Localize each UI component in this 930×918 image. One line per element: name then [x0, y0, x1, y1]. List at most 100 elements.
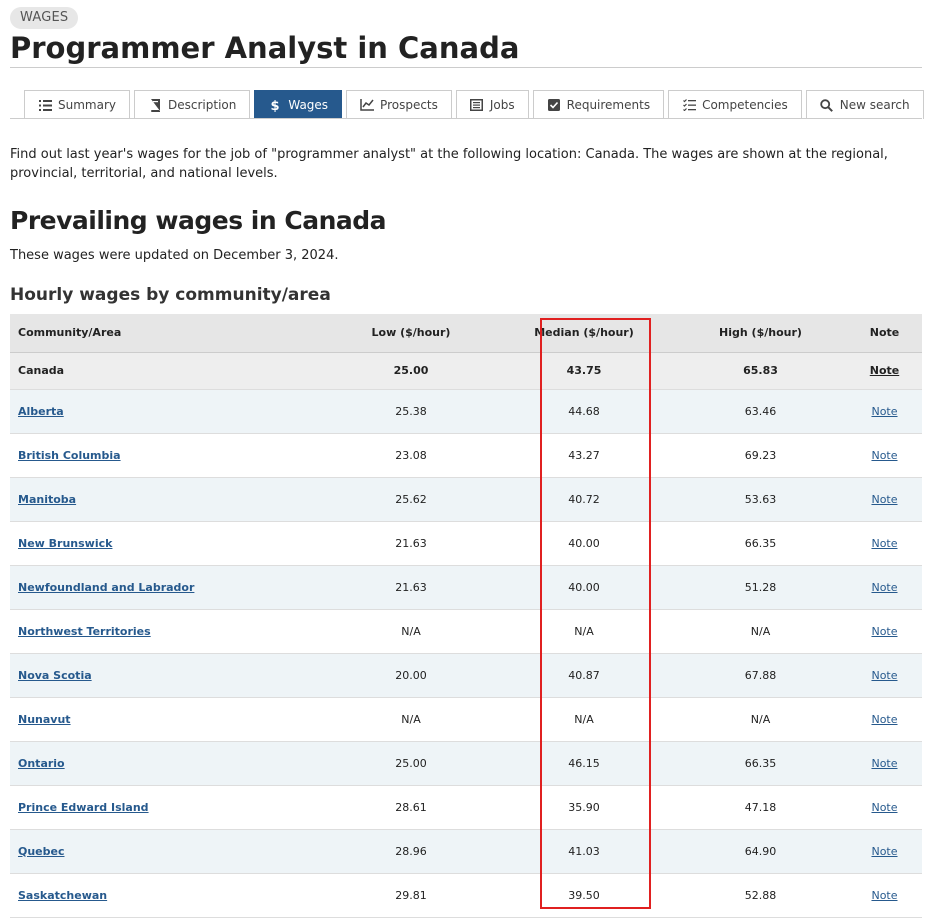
- tab-description[interactable]: Description: [134, 90, 251, 119]
- note-link[interactable]: Note: [871, 756, 898, 770]
- cell-high: 69.23: [674, 433, 847, 478]
- note-link[interactable]: Note: [871, 580, 898, 594]
- area-link[interactable]: Ontario: [18, 756, 65, 770]
- area-link[interactable]: Quebec: [18, 844, 65, 858]
- note-link[interactable]: Note: [871, 536, 898, 550]
- svg-text:$: $: [271, 99, 280, 112]
- cell-note: Note: [847, 565, 922, 610]
- note-link[interactable]: Note: [871, 712, 898, 726]
- section-title: Prevailing wages in Canada: [10, 206, 387, 235]
- cell-high: 47.18: [674, 785, 847, 830]
- header-high[interactable]: High ($/hour): [674, 314, 847, 353]
- table-row: Nova Scotia 20.00 40.87 67.88 Note: [10, 653, 922, 698]
- search-icon: [820, 98, 834, 112]
- cell-high: 51.28: [674, 565, 847, 610]
- cell-area[interactable]: Saskatchewan: [10, 873, 328, 918]
- cell-area: Canada: [10, 352, 328, 390]
- cell-area[interactable]: Alberta: [10, 389, 328, 434]
- cell-area[interactable]: Newfoundland and Labrador: [10, 565, 328, 610]
- cell-high: 66.35: [674, 741, 847, 786]
- tab-label: Summary: [58, 98, 116, 112]
- tab-summary[interactable]: Summary: [24, 90, 130, 119]
- tab-label: Competencies: [702, 98, 788, 112]
- note-link[interactable]: Note: [871, 624, 898, 638]
- table-title: Hourly wages by community/area: [10, 285, 331, 305]
- checklist-icon: [682, 98, 696, 112]
- table-row: Ontario 25.00 46.15 66.35 Note: [10, 741, 922, 786]
- cell-low: N/A: [328, 609, 494, 654]
- header-area[interactable]: Community/Area: [10, 314, 328, 353]
- cell-area[interactable]: Nunavut: [10, 697, 328, 742]
- cell-median: 46.15: [494, 741, 674, 786]
- area-link[interactable]: Newfoundland and Labrador: [18, 580, 195, 594]
- cell-median: 35.90: [494, 785, 674, 830]
- cell-high: 67.88: [674, 653, 847, 698]
- cell-note: Note: [847, 352, 922, 390]
- cell-high: 66.35: [674, 521, 847, 566]
- note-link[interactable]: Note: [871, 492, 898, 506]
- note-link[interactable]: Note: [871, 844, 898, 858]
- cell-note: Note: [847, 521, 922, 566]
- area-link[interactable]: Alberta: [18, 404, 64, 418]
- area-link[interactable]: Prince Edward Island: [18, 800, 149, 814]
- note-link[interactable]: Note: [871, 404, 898, 418]
- book-icon: [148, 98, 162, 112]
- cell-high: 64.90: [674, 829, 847, 874]
- table-row: Saskatchewan 29.81 39.50 52.88 Note: [10, 873, 922, 918]
- cell-note: Note: [847, 433, 922, 478]
- tab-competencies[interactable]: Competencies: [668, 90, 802, 119]
- note-link[interactable]: Note: [871, 800, 898, 814]
- area-link[interactable]: New Brunswick: [18, 536, 113, 550]
- header-low[interactable]: Low ($/hour): [328, 314, 494, 353]
- note-link[interactable]: Note: [871, 448, 898, 462]
- tab-wages[interactable]: $ Wages: [254, 90, 343, 119]
- area-link[interactable]: British Columbia: [18, 448, 121, 462]
- area-link[interactable]: Nova Scotia: [18, 668, 92, 682]
- tab-new-search[interactable]: New search: [805, 90, 924, 119]
- cell-low: 25.00: [328, 741, 494, 786]
- cell-area[interactable]: Prince Edward Island: [10, 785, 328, 830]
- cell-median: N/A: [494, 697, 674, 742]
- cell-median: 40.00: [494, 565, 674, 610]
- cell-area[interactable]: Northwest Territories: [10, 609, 328, 654]
- chart-line-icon: [360, 98, 375, 112]
- cell-area[interactable]: Quebec: [10, 829, 328, 874]
- cell-low: 21.63: [328, 565, 494, 610]
- cell-low: 29.81: [328, 873, 494, 918]
- cell-note: Note: [847, 653, 922, 698]
- cell-note: Note: [847, 785, 922, 830]
- cell-area[interactable]: Ontario: [10, 741, 328, 786]
- tab-prospects[interactable]: Prospects: [346, 90, 452, 119]
- table-row: Manitoba 25.62 40.72 53.63 Note: [10, 477, 922, 522]
- cell-area[interactable]: Nova Scotia: [10, 653, 328, 698]
- cell-median: 41.03: [494, 829, 674, 874]
- cell-median: 40.87: [494, 653, 674, 698]
- intro-text: Find out last year's wages for the job o…: [10, 147, 888, 181]
- cell-note: Note: [847, 829, 922, 874]
- cell-low: 25.00: [328, 352, 494, 390]
- cell-area[interactable]: Manitoba: [10, 477, 328, 522]
- tab-requirements[interactable]: Requirements: [532, 90, 665, 119]
- area-link[interactable]: Northwest Territories: [18, 624, 151, 638]
- tab-label: Description: [168, 98, 237, 112]
- area-link[interactable]: Manitoba: [18, 492, 77, 506]
- note-link[interactable]: Note: [869, 364, 900, 377]
- cell-area[interactable]: New Brunswick: [10, 521, 328, 566]
- cell-note: Note: [847, 477, 922, 522]
- cell-median: 44.68: [494, 389, 674, 434]
- cell-area[interactable]: British Columbia: [10, 433, 328, 478]
- section-badge: WAGES: [10, 7, 79, 29]
- header-note: Note: [847, 314, 922, 353]
- title-divider: [10, 67, 922, 68]
- table-row: Canada 25.00 43.75 65.83 Note: [10, 352, 922, 390]
- area-link[interactable]: Saskatchewan: [18, 888, 108, 902]
- tab-label: Wages: [288, 98, 329, 112]
- area-link[interactable]: Nunavut: [18, 712, 71, 726]
- tab-jobs[interactable]: Jobs: [455, 90, 529, 119]
- note-link[interactable]: Note: [871, 668, 898, 682]
- cell-median: N/A: [494, 609, 674, 654]
- note-link[interactable]: Note: [871, 888, 898, 902]
- header-median[interactable]: Median ($/hour): [494, 314, 674, 353]
- cell-low: N/A: [328, 697, 494, 742]
- cell-high: 52.88: [674, 873, 847, 918]
